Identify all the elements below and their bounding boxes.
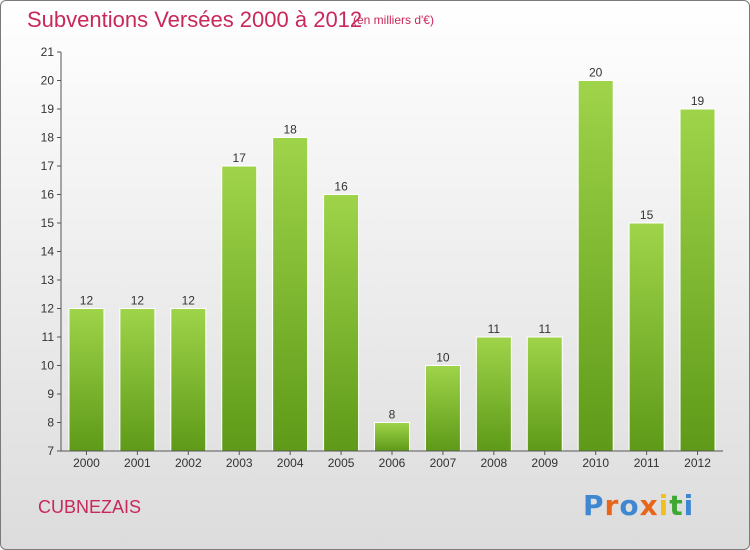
bar-2002[interactable] [170, 308, 207, 452]
logo-letter: o [619, 489, 640, 522]
y-tick-label: 7 [47, 444, 54, 458]
chart-title: Subventions Versées 2000 à 2012 [27, 7, 363, 32]
bar-2001[interactable] [119, 308, 156, 452]
bar-2012[interactable] [679, 108, 716, 452]
bar-2004[interactable] [272, 137, 309, 452]
y-tick-label: 11 [42, 330, 55, 344]
logo-letter: i [683, 489, 695, 522]
bar-2008[interactable] [475, 336, 512, 452]
bars-group [68, 80, 716, 452]
x-tick-label: 2008 [480, 456, 507, 470]
bar-value-label: 19 [691, 94, 705, 108]
x-tick-label: 2005 [328, 456, 355, 470]
axes-group: 7 8 9 10 11 12 13 14 15 16 17 18 19 20 21 2000 2001 2002 2… [41, 45, 723, 470]
bar-value-label: 11 [539, 322, 552, 336]
x-tick-label: 2001 [124, 456, 151, 470]
y-tick-label: 16 [41, 188, 55, 202]
x-tick-label: 2007 [430, 456, 457, 470]
commune-name: CUBNEZAIS [38, 497, 142, 517]
y-tick-label: 8 [47, 416, 54, 430]
labels-group: 12 12 12 17 18 16 8 10 11 11 20 15 19 [80, 66, 705, 422]
y-tick-label: 20 [41, 74, 55, 88]
x-tick-label: 2000 [73, 456, 100, 470]
logo-letter: t [669, 489, 684, 522]
bar-value-label: 12 [182, 294, 196, 308]
bar-2005[interactable] [323, 194, 360, 452]
x-tick-label: 2004 [277, 456, 304, 470]
x-tick-label: 2011 [634, 456, 660, 470]
bar-2010[interactable] [577, 80, 614, 452]
bar-2006[interactable] [374, 422, 410, 452]
bar-value-label: 20 [589, 66, 603, 80]
bar-value-label: 12 [80, 294, 94, 308]
x-tick-label: 2006 [379, 456, 406, 470]
bar-2003[interactable] [221, 165, 258, 452]
y-tick-label: 15 [41, 216, 55, 230]
logo-letter: i [658, 489, 670, 522]
proxiti-logo[interactable]: Proxiti [583, 489, 694, 522]
bar-value-label: 8 [389, 408, 396, 422]
x-tick-label: 2012 [684, 456, 711, 470]
y-tick-label: 14 [41, 245, 55, 259]
bar-value-label: 10 [436, 351, 450, 365]
y-tick-label: 19 [41, 102, 55, 116]
logo-letter: x [639, 489, 659, 522]
bar-2000[interactable] [68, 308, 105, 452]
bar-value-label: 16 [334, 180, 348, 194]
x-tick-label: 2010 [582, 456, 609, 470]
y-tick-label: 12 [41, 302, 55, 316]
x-tick-label: 2009 [531, 456, 558, 470]
y-tick-label: 9 [47, 387, 54, 401]
bar-value-label: 11 [488, 322, 501, 336]
chart-subtitle: (en milliers d'€) [353, 13, 434, 27]
y-tick-label: 21 [41, 45, 55, 59]
x-tick-label: 2003 [226, 456, 253, 470]
logo-letter: P [583, 489, 605, 522]
bar-value-label: 12 [131, 294, 145, 308]
logo-letter: r [604, 489, 620, 522]
y-tick-label: 10 [41, 359, 55, 373]
y-tick-label: 18 [41, 131, 55, 145]
y-tick-label: 13 [41, 273, 55, 287]
bar-2007[interactable] [424, 365, 461, 452]
bar-value-label: 17 [233, 151, 247, 165]
bar-2009[interactable] [526, 336, 563, 452]
bar-2011[interactable] [628, 222, 665, 452]
x-tick-label: 2002 [175, 456, 202, 470]
y-tick-label: 17 [41, 159, 55, 173]
bar-value-label: 15 [640, 208, 654, 222]
bar-value-label: 18 [283, 123, 297, 137]
